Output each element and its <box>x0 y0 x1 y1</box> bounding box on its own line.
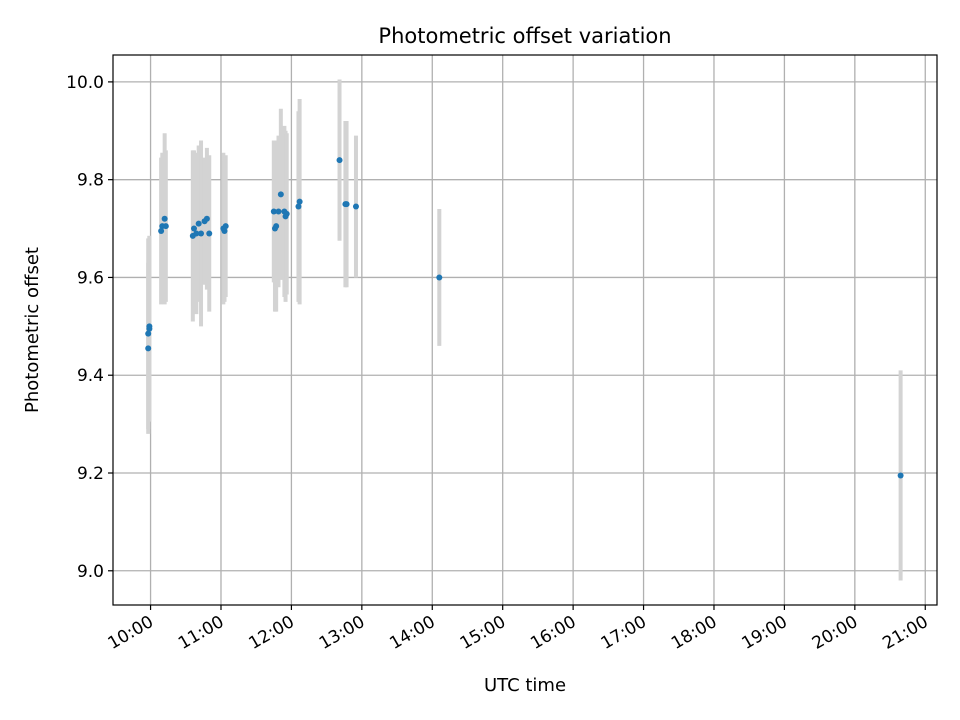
x-tick-label: 15:00 <box>457 612 509 654</box>
y-tick-label: 9.6 <box>77 268 104 288</box>
data-point <box>222 223 229 230</box>
data-point <box>190 225 197 232</box>
data-point <box>146 323 153 330</box>
y-tick-label: 9.0 <box>77 562 104 582</box>
data-point <box>273 223 280 230</box>
data-point <box>158 228 165 234</box>
x-tick-label: 13:00 <box>316 612 368 654</box>
x-tick-label: 20:00 <box>809 612 861 654</box>
x-tick-label: 10:00 <box>105 612 157 654</box>
x-axis-ticks: 10:00 11:00 12:00 13:00 14:00 15:00 16:00 17:00… <box>105 605 932 654</box>
data-point <box>162 223 169 230</box>
data-point <box>277 191 284 198</box>
y-axis-ticks: 9.0 9.2 9.4 9.6 9.8 10.0 <box>66 73 113 582</box>
data-point <box>145 345 152 352</box>
data-point <box>193 230 200 237</box>
y-tick-label: 9.8 <box>77 171 104 191</box>
data-point <box>436 274 443 281</box>
error-bars <box>146 79 903 581</box>
plot-area-frame <box>112 54 938 606</box>
data-point <box>343 201 350 208</box>
data-point <box>296 198 303 205</box>
data-point <box>275 208 282 215</box>
data-point <box>897 472 904 479</box>
data-point <box>195 220 202 227</box>
data-point <box>221 228 228 234</box>
x-tick-label: 11:00 <box>175 612 227 654</box>
x-tick-label: 19:00 <box>738 612 790 654</box>
x-axis-title: UTC time <box>484 675 566 696</box>
data-point <box>295 203 302 210</box>
data-point <box>203 215 210 222</box>
x-tick-label: 12:00 <box>245 612 297 654</box>
data-point <box>145 330 152 337</box>
data-point <box>283 210 290 217</box>
data-point <box>161 215 168 222</box>
data-point <box>336 157 343 164</box>
y-axis-title: Photometric offset <box>22 247 43 413</box>
y-tick-label: 9.2 <box>77 464 104 484</box>
x-tick-label: 14:00 <box>386 612 438 654</box>
data-point <box>270 208 277 215</box>
x-tick-label: 17:00 <box>598 612 650 654</box>
x-tick-label: 18:00 <box>668 612 720 654</box>
y-tick-label: 9.4 <box>77 366 104 386</box>
x-tick-label: 16:00 <box>527 612 579 654</box>
y-tick-label: 10.0 <box>66 73 104 93</box>
data-point <box>352 203 359 210</box>
data-point <box>198 230 205 237</box>
data-points <box>145 157 904 479</box>
data-point <box>206 230 213 237</box>
grid-lines <box>113 55 937 605</box>
chart-title: Photometric offset variation <box>378 24 671 48</box>
x-tick-label: 21:00 <box>879 612 931 654</box>
